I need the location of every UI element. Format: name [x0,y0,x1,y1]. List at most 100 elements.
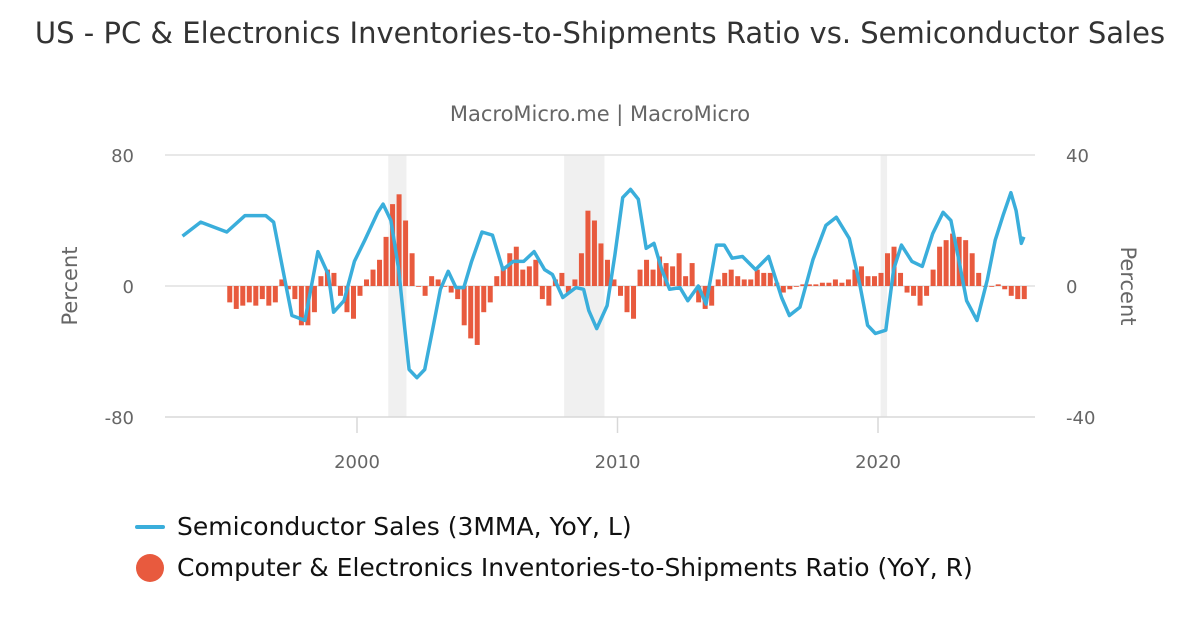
bar [813,284,819,286]
bar [429,276,435,286]
bar [422,286,428,296]
bar [227,286,233,303]
bar [989,286,995,287]
bar [735,276,741,286]
bar [676,253,682,286]
bar [331,272,337,286]
legend-item-inventories-ratio[interactable]: Computer & Electronics Inventories-to-Sh… [135,553,973,582]
bar [924,286,930,296]
bar [950,233,956,286]
bar [826,282,832,286]
bar [865,276,871,286]
bar [644,259,650,286]
bar [500,266,506,286]
bar [637,269,643,286]
bar [852,269,858,286]
bar [585,210,591,286]
chart-title: US - PC & Electronics Inventories-to-Shi… [34,16,1166,50]
bar [448,286,454,293]
bar [539,286,545,300]
bar [943,240,949,286]
bar [767,272,773,286]
legend-label: Computer & Electronics Inventories-to-Sh… [177,553,973,582]
y-left-axis-title: Percent [58,246,82,325]
bar [780,286,786,293]
bar [754,269,760,286]
bar [1008,286,1014,296]
bar [435,279,441,286]
bar [832,279,838,286]
bar [481,286,487,313]
bar [318,276,324,286]
bar [396,194,402,286]
bar [455,286,461,300]
bar [461,286,467,326]
bar [663,263,669,286]
bar [845,279,851,286]
bar [383,236,389,286]
legend-label: Semiconductor Sales (3MMA, YoY, L) [177,512,632,541]
bar [390,204,396,286]
y-right-tick: 0 [1066,277,1077,298]
bar [298,286,304,326]
bar-series [227,194,1027,345]
bar [272,286,278,303]
bar [246,286,252,303]
bar [611,279,617,286]
bar [963,240,969,286]
bar [683,276,689,286]
bar [468,286,474,339]
bar [995,284,1001,286]
bar [911,286,917,296]
bar [871,276,877,286]
bar [240,286,246,306]
bar [578,253,584,286]
bar [878,272,884,286]
bar [533,259,539,286]
bar [806,284,812,286]
bar [976,272,982,286]
legend-item-semiconductor-sales[interactable]: Semiconductor Sales (3MMA, YoY, L) [135,512,632,541]
bar [930,269,936,286]
bar [917,286,923,306]
bar [624,286,630,313]
bar [403,220,409,286]
bar [253,286,259,306]
bar [546,286,552,306]
bar [937,246,943,286]
line-series-semiconductor-sales [181,187,1026,380]
bar [761,272,767,286]
bar [357,286,363,296]
line-swatch-icon [135,524,165,529]
bar [344,286,350,313]
circle-swatch-icon [136,553,164,582]
bar [787,286,793,290]
bar [657,256,663,286]
bar [565,286,571,293]
bar [285,286,291,290]
y-right-axis-title: Percent [1116,246,1140,325]
bar [526,266,532,286]
bar [559,272,565,286]
bar [416,286,422,287]
bar [618,286,623,296]
bar [364,279,370,286]
bar [474,286,480,345]
bar [969,253,975,286]
bar [259,286,265,300]
bar [494,276,500,286]
bar [858,266,864,286]
bar [709,286,715,306]
x-tick-label: 2010 [595,452,641,473]
bar [793,286,799,287]
bar [1021,286,1027,300]
bar [350,286,356,319]
y-left-tick: -80 [105,408,134,429]
bar [728,269,734,286]
bar [696,286,702,303]
bar [885,253,891,286]
bar [520,269,526,286]
bar [279,279,285,286]
bar [409,253,415,286]
bar [507,253,513,286]
